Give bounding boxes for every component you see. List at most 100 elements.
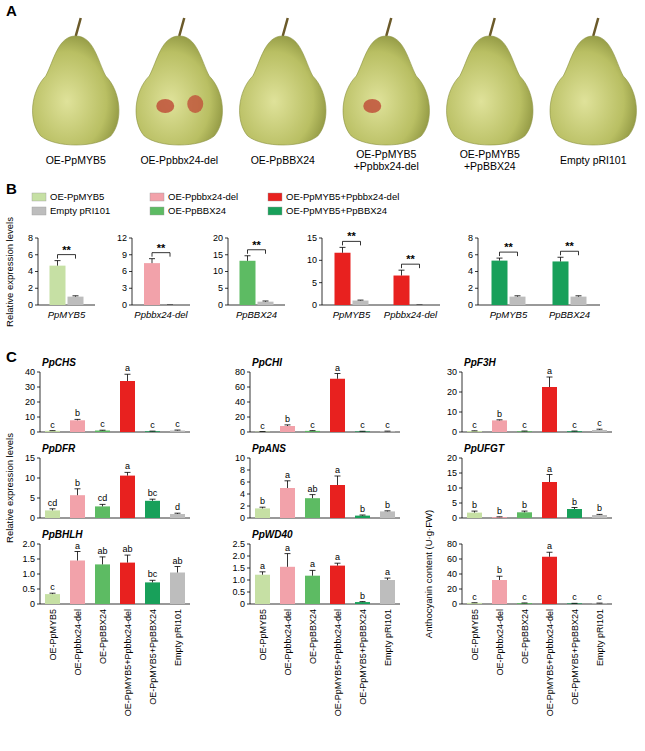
y-tick xyxy=(129,305,132,306)
y-tick-label: 0 xyxy=(122,300,127,310)
significance-letter: b xyxy=(572,497,577,507)
x-tick-label: Empty pRI101 xyxy=(383,609,393,666)
y-tick xyxy=(225,305,228,306)
error-bar xyxy=(572,431,578,432)
y-tick-label: 20 xyxy=(447,387,457,397)
significance-letter: ab xyxy=(172,556,182,566)
y-tick xyxy=(459,589,462,590)
y-tick xyxy=(247,494,250,495)
y-tick-label: 1.5 xyxy=(232,563,245,573)
y-tick xyxy=(459,604,462,605)
error-bar xyxy=(572,603,578,604)
label-line: +Ppbbx24-del xyxy=(354,160,419,172)
x-tick-label: OE-Ppbbx24-del xyxy=(73,609,83,676)
error-bar xyxy=(75,419,81,421)
pear-photo xyxy=(136,18,222,145)
y-tick xyxy=(459,412,462,413)
bar xyxy=(144,263,160,305)
y-tick-label: 0 xyxy=(30,599,35,609)
x-axis xyxy=(40,432,190,433)
bar xyxy=(592,603,607,604)
y-tick xyxy=(247,482,250,483)
bar xyxy=(170,514,185,518)
bar xyxy=(567,431,582,432)
error-bar xyxy=(497,419,503,421)
pear-stem xyxy=(283,18,288,36)
significance: ** xyxy=(157,242,166,254)
bar xyxy=(592,515,607,518)
significance-letter: a xyxy=(285,470,290,480)
significance-letter: bc xyxy=(148,569,158,579)
x-axis xyxy=(250,518,400,519)
significance-letter: c xyxy=(50,420,55,430)
error-bar xyxy=(522,511,528,512)
y-tick-label: 80 xyxy=(447,539,457,549)
photo-label: OE-PpMYB5+PpBBX24 xyxy=(460,148,520,172)
x-axis xyxy=(250,604,400,605)
y-tick xyxy=(459,458,462,459)
plot-marks xyxy=(255,476,395,518)
y-tick-label: 20 xyxy=(447,453,457,463)
y-tick-label: 2 xyxy=(468,283,473,293)
y-tick xyxy=(37,478,40,479)
y-axis xyxy=(40,458,41,518)
significance-letter: c xyxy=(472,592,477,602)
photo-label: OE-PpMYB5 xyxy=(46,154,106,166)
error-bar xyxy=(522,431,528,432)
label-line: OE-PpMYB5 xyxy=(460,148,520,160)
error-bar xyxy=(597,603,603,604)
y-tick xyxy=(247,518,250,519)
y-tick xyxy=(247,387,250,388)
error-bar xyxy=(547,475,553,483)
chart-title: PpANS xyxy=(252,443,286,454)
significance-letter: a xyxy=(125,363,130,373)
significance-letter: b xyxy=(75,478,80,488)
y-tick xyxy=(37,387,40,388)
significance: ** xyxy=(347,230,356,242)
bar xyxy=(70,561,85,605)
bar xyxy=(394,276,410,305)
error-bar xyxy=(100,430,106,431)
y-tick-label: 0 xyxy=(452,513,457,523)
significance-letter: c xyxy=(597,418,602,428)
x-axis xyxy=(40,604,190,605)
significance-letter: c xyxy=(572,592,577,602)
y-tick xyxy=(37,559,40,560)
y-tick xyxy=(459,372,462,373)
bar xyxy=(467,603,482,604)
pear-spot xyxy=(363,99,381,113)
y-tick-label: 10 xyxy=(447,407,457,417)
error-bar xyxy=(385,510,391,512)
bar xyxy=(45,431,60,432)
x-tick-label: OE-PpMYB5 xyxy=(470,609,480,661)
pear-body xyxy=(240,36,326,145)
label-line: OE-PpMYB5 xyxy=(356,148,416,160)
y-tick xyxy=(35,238,38,239)
y-tick-label: 10 xyxy=(213,266,223,276)
significance-letter: b xyxy=(497,565,502,575)
y-axis xyxy=(462,372,463,432)
y-tick xyxy=(459,473,462,474)
bar xyxy=(95,506,110,518)
y-tick xyxy=(247,592,250,593)
y-tick xyxy=(459,518,462,519)
significance-letter: a xyxy=(547,541,552,551)
y-tick xyxy=(225,254,228,255)
y-tick-label: 0 xyxy=(312,300,317,310)
error-bar xyxy=(175,513,181,515)
y-tick xyxy=(459,432,462,433)
error-bar xyxy=(73,295,79,297)
y-tick-label: 8 xyxy=(240,465,245,475)
significance: ** xyxy=(252,239,261,251)
plot-marks xyxy=(467,475,607,519)
x-tick-label: OE-PpBBX24 xyxy=(520,609,530,664)
y-tick-label: 30 xyxy=(447,367,457,377)
bar xyxy=(380,511,395,518)
bar xyxy=(355,431,370,432)
significance-letter: b xyxy=(360,504,365,514)
significance: ** xyxy=(565,240,574,252)
error-bar xyxy=(50,593,56,595)
x-tick-label: Ppbbx24-del xyxy=(134,309,188,320)
y-tick-label: 15 xyxy=(213,250,223,260)
bar xyxy=(492,420,507,432)
